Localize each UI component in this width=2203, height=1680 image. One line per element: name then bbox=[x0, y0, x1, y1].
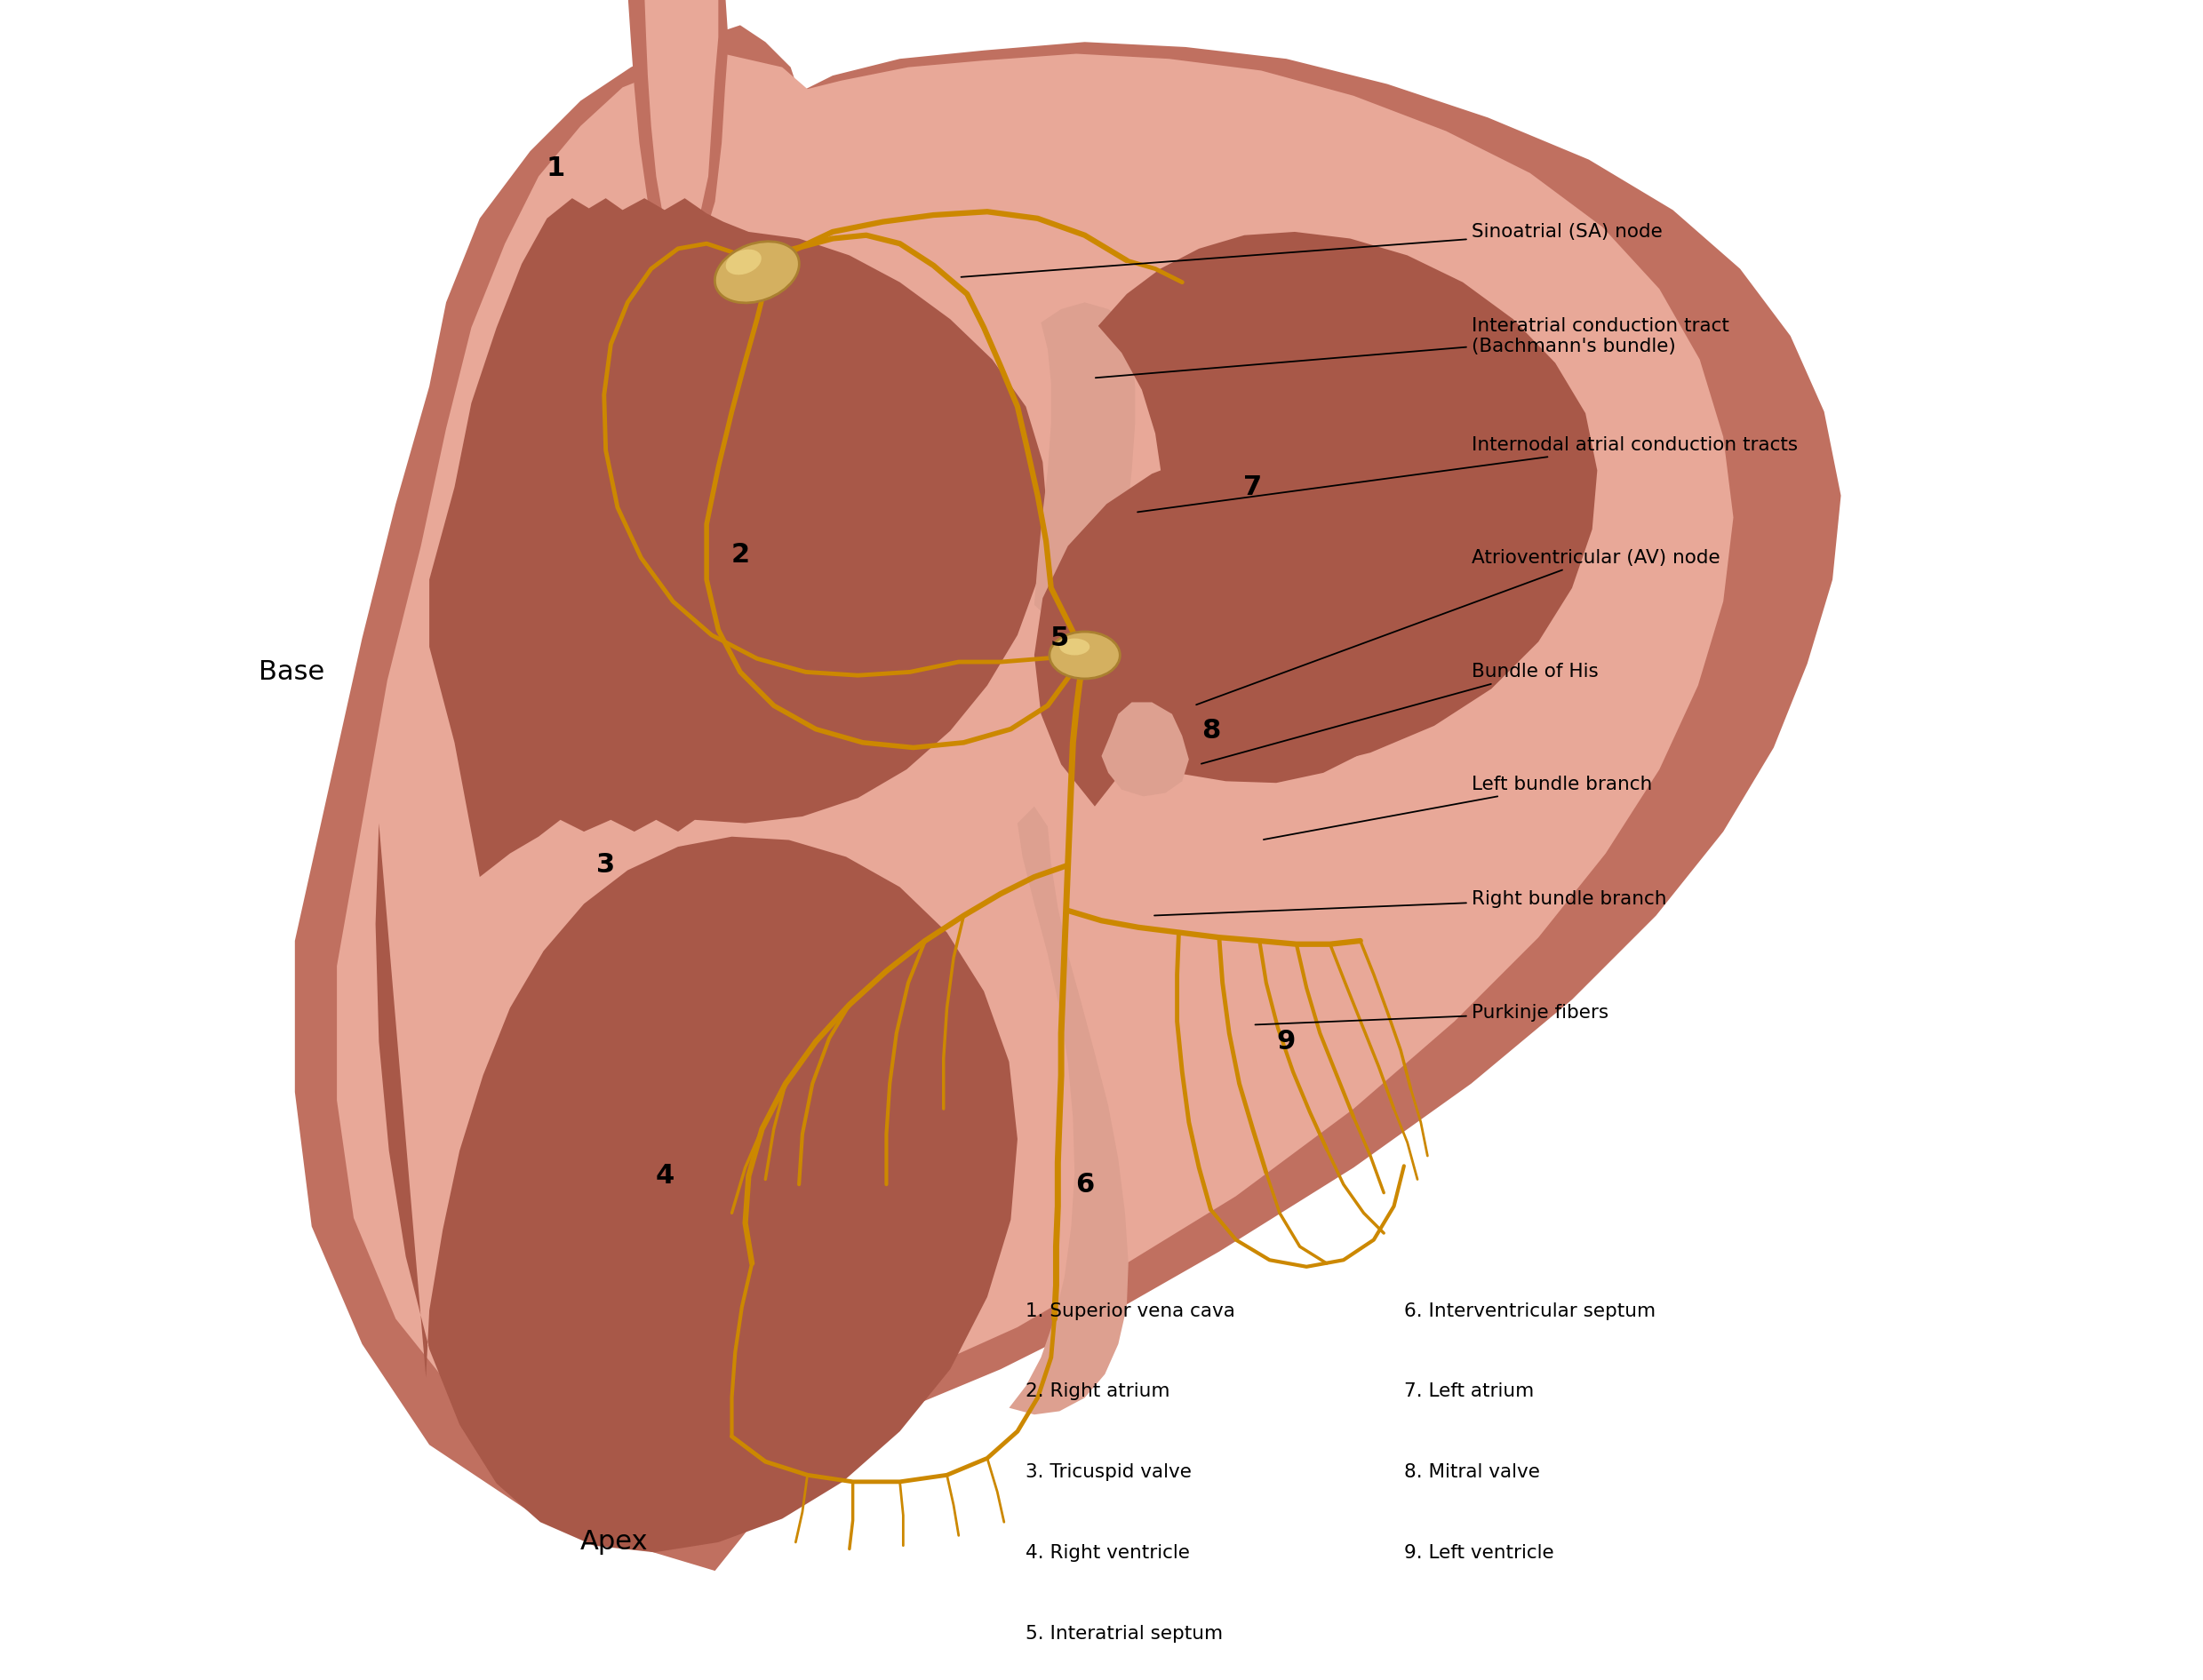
Polygon shape bbox=[628, 0, 729, 235]
Polygon shape bbox=[645, 0, 718, 215]
Text: 1: 1 bbox=[546, 155, 564, 181]
Polygon shape bbox=[375, 823, 1018, 1552]
Text: 5. Interatrial septum: 5. Interatrial septum bbox=[1027, 1625, 1223, 1643]
Text: 6. Interventricular septum: 6. Interventricular septum bbox=[1403, 1302, 1657, 1320]
Text: Purkinje fibers: Purkinje fibers bbox=[1256, 1005, 1608, 1025]
Text: 4: 4 bbox=[654, 1163, 674, 1189]
Text: Base: Base bbox=[258, 659, 324, 685]
Polygon shape bbox=[1009, 806, 1128, 1415]
Text: 9. Left ventricle: 9. Left ventricle bbox=[1403, 1544, 1553, 1562]
Text: 6: 6 bbox=[1075, 1171, 1095, 1198]
Text: 7. Left atrium: 7. Left atrium bbox=[1403, 1383, 1533, 1401]
Text: Sinoatrial (SA) node: Sinoatrial (SA) node bbox=[961, 223, 1661, 277]
Polygon shape bbox=[430, 198, 1049, 877]
Polygon shape bbox=[1084, 232, 1597, 776]
Text: Bundle of His: Bundle of His bbox=[1201, 664, 1597, 764]
Text: 3. Tricuspid valve: 3. Tricuspid valve bbox=[1027, 1463, 1192, 1482]
Polygon shape bbox=[1102, 702, 1190, 796]
Ellipse shape bbox=[714, 242, 800, 302]
Text: 4. Right ventricle: 4. Right ventricle bbox=[1027, 1544, 1190, 1562]
Text: Apex: Apex bbox=[579, 1529, 648, 1556]
Ellipse shape bbox=[725, 249, 762, 276]
Text: 9: 9 bbox=[1278, 1028, 1295, 1055]
Text: 8. Mitral valve: 8. Mitral valve bbox=[1403, 1463, 1540, 1482]
Polygon shape bbox=[337, 54, 1734, 1529]
Text: Interatrial conduction tract
(Bachmann's bundle): Interatrial conduction tract (Bachmann's… bbox=[1095, 318, 1729, 378]
Text: 2: 2 bbox=[731, 541, 749, 568]
Text: 2. Right atrium: 2. Right atrium bbox=[1027, 1383, 1170, 1401]
Polygon shape bbox=[1033, 302, 1135, 642]
Text: 7: 7 bbox=[1242, 474, 1262, 501]
Text: 8: 8 bbox=[1201, 717, 1220, 744]
Polygon shape bbox=[295, 25, 1842, 1571]
Text: 1. Superior vena cava: 1. Superior vena cava bbox=[1027, 1302, 1236, 1320]
Text: Left bundle branch: Left bundle branch bbox=[1265, 776, 1652, 840]
Text: Internodal atrial conduction tracts: Internodal atrial conduction tracts bbox=[1137, 437, 1798, 512]
Text: Atrioventricular (AV) node: Atrioventricular (AV) node bbox=[1196, 549, 1721, 704]
Ellipse shape bbox=[1049, 632, 1119, 679]
Text: 3: 3 bbox=[597, 852, 615, 879]
Polygon shape bbox=[1033, 447, 1434, 806]
Text: Right bundle branch: Right bundle branch bbox=[1154, 890, 1665, 916]
Text: 5: 5 bbox=[1051, 625, 1068, 652]
Ellipse shape bbox=[1060, 638, 1090, 655]
